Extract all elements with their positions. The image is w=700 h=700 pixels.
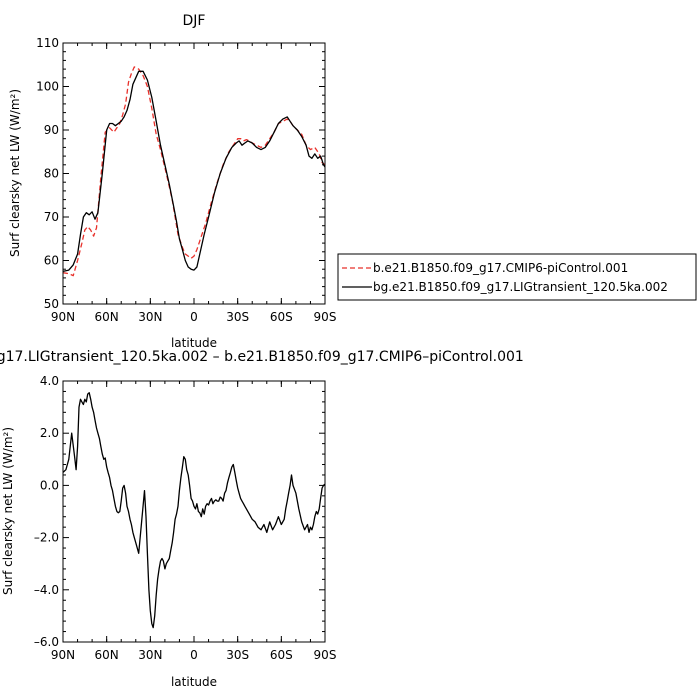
bottom-y-tick-label: –2.0 — [34, 531, 59, 545]
top-chart-series — [62, 66, 326, 277]
top-y-tick-label: 100 — [36, 80, 59, 94]
bottom-x-tick-label: 0 — [190, 648, 198, 662]
top-y-tick-label: 80 — [44, 167, 59, 181]
legend: b.e21.B1850.f09_g17.CMIP6-piControl.001 … — [337, 253, 697, 301]
top-y-tick-label: 70 — [44, 210, 59, 224]
top-chart: DJF 90N 60N 30N 0 30S 60S 90S5060708090100110 … — [8, 13, 336, 350]
bottom-chart-xlabel: latitude — [171, 675, 217, 689]
top-y-tick-label: 90 — [44, 123, 59, 137]
top-y-tick-label: 60 — [44, 254, 59, 268]
bottom-x-tick-label: 60N — [95, 648, 119, 662]
top-chart-xlabel: latitude — [171, 336, 217, 350]
top-x-tick-label: 30S — [226, 310, 249, 324]
top-y-tick-label: 110 — [36, 36, 59, 50]
top-x-tick-label: 90S — [314, 310, 337, 324]
bottom-chart-ticks: 90N 60N 30N 0 30S 60S 90S –6.0 –4.0 –2.0 0.0 2.0 4.0 — [34, 374, 337, 662]
bottom-x-tick-label: 30N — [138, 648, 162, 662]
top-y-tick-label: 50 — [44, 297, 59, 311]
top-chart-title: DJF — [183, 13, 206, 29]
bottom-y-tick-label: –4.0 — [34, 583, 59, 597]
legend-frame — [337, 253, 697, 301]
bottom-x-tick-label: 90N — [51, 648, 75, 662]
bottom-y-tick-label: 4.0 — [40, 374, 59, 388]
bottom-chart-title: bg.e21.B1850.f09_g17.LIGtransient_120.5k… — [0, 349, 524, 365]
top-x-tick-label: 90N — [51, 310, 75, 324]
top-x-tick-label: 60S — [270, 310, 293, 324]
bottom-x-tick-label: 30S — [226, 648, 249, 662]
top-x-tick-label: 60N — [95, 310, 119, 324]
bottom-x-tick-label: 90S — [314, 648, 337, 662]
bottom-chart-series — [62, 392, 326, 629]
top-series-line-1 — [62, 66, 326, 277]
top-chart-ticks: 90N 60N 30N 0 30S 60S 90S 50 60 70 80 90 100 110 — [36, 36, 336, 324]
top-x-tick-label: 30N — [138, 310, 162, 324]
top-chart-frame — [62, 42, 326, 305]
top-x-tick-label: 0 — [190, 310, 198, 324]
bottom-y-tick-label: 2.0 — [40, 426, 59, 440]
bottom-chart: bg.e21.B1850.f09_g17.LIGtransient_120.5k… — [0, 349, 524, 689]
legend-entry-series-1: b.e21.B1850.f09_g17.CMIP6-piControl.001 — [373, 261, 628, 275]
bottom-chart-ylabel: Surf clearsky net LW (W/m²) — [1, 427, 15, 595]
bottom-y-tick-label: –6.0 — [34, 635, 59, 649]
legend-entry-series-2: bg.e21.B1850.f09_g17.LIGtransient_120.5k… — [373, 280, 668, 294]
bottom-y-tick-label: 0.0 — [40, 478, 59, 492]
bottom-x-tick-label: 60S — [270, 648, 293, 662]
bottom-chart-frame — [62, 380, 326, 643]
top-series-line-2 — [62, 70, 326, 273]
top-chart-ylabel: Surf clearsky net LW (W/m²) — [8, 89, 22, 257]
bottom-series-line-1 — [62, 392, 326, 629]
